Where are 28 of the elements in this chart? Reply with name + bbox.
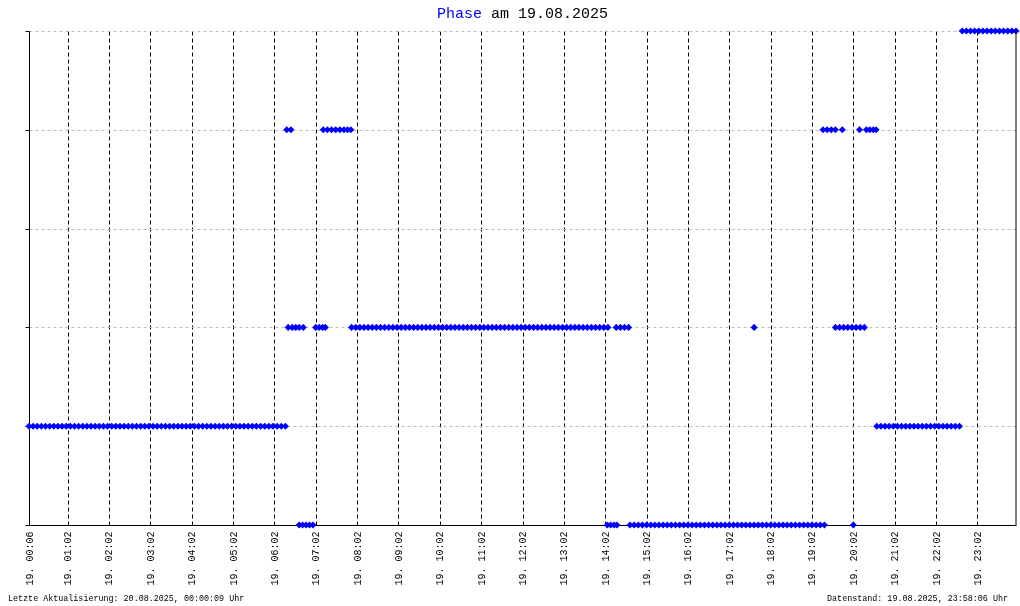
x-tick-label: 19. 10:02	[435, 531, 447, 586]
x-tick-label: 19. 15:02	[642, 531, 654, 586]
text: Datenstand: 19.08.2025, 23:58:06 Uhr	[827, 594, 1008, 604]
x-tick-label: 19. 11:02	[476, 531, 488, 586]
text: Phase	[437, 6, 483, 23]
x-tick-label: 19. 21:02	[890, 531, 902, 586]
x-tick-label: 19. 20:02	[848, 531, 860, 586]
x-tick-label: 19. 13:02	[559, 531, 571, 586]
x-tick-label: 19. 05:02	[228, 531, 240, 586]
x-tick-label: 19. 18:02	[766, 531, 778, 586]
x-tick-label: 19. 17:02	[724, 531, 736, 586]
x-tick-label: 19. 22:02	[931, 531, 943, 586]
x-tick-label: 19. 06:02	[269, 531, 281, 586]
x-tick-label: 19. 12:02	[518, 531, 529, 586]
x-tick-label: 19. 03:02	[145, 531, 157, 586]
x-tick-label: 19. 04:02	[187, 531, 199, 586]
x-tick-label: 19. 09:02	[393, 531, 405, 586]
x-tick-label: 19. 16:02	[683, 531, 695, 586]
x-tick-label: 19. 00:06	[24, 531, 36, 586]
x-tick-label: 19. 02:02	[104, 531, 116, 586]
x-tick-label: 19. 01:02	[63, 531, 75, 586]
x-tick-label: 19. 07:02	[311, 531, 323, 586]
x-tick-label: 19. 14:02	[600, 531, 612, 586]
x-tick-label: 19. 23:02	[972, 531, 984, 586]
chart-title: am 19.08.2025	[491, 6, 609, 23]
x-tick-label: 19. 08:02	[352, 531, 364, 586]
text: Letzte Aktualisierung: 20.08.2025, 00:00:09 Uhr	[8, 594, 245, 604]
x-tick-label: 19. 19:02	[807, 531, 819, 586]
